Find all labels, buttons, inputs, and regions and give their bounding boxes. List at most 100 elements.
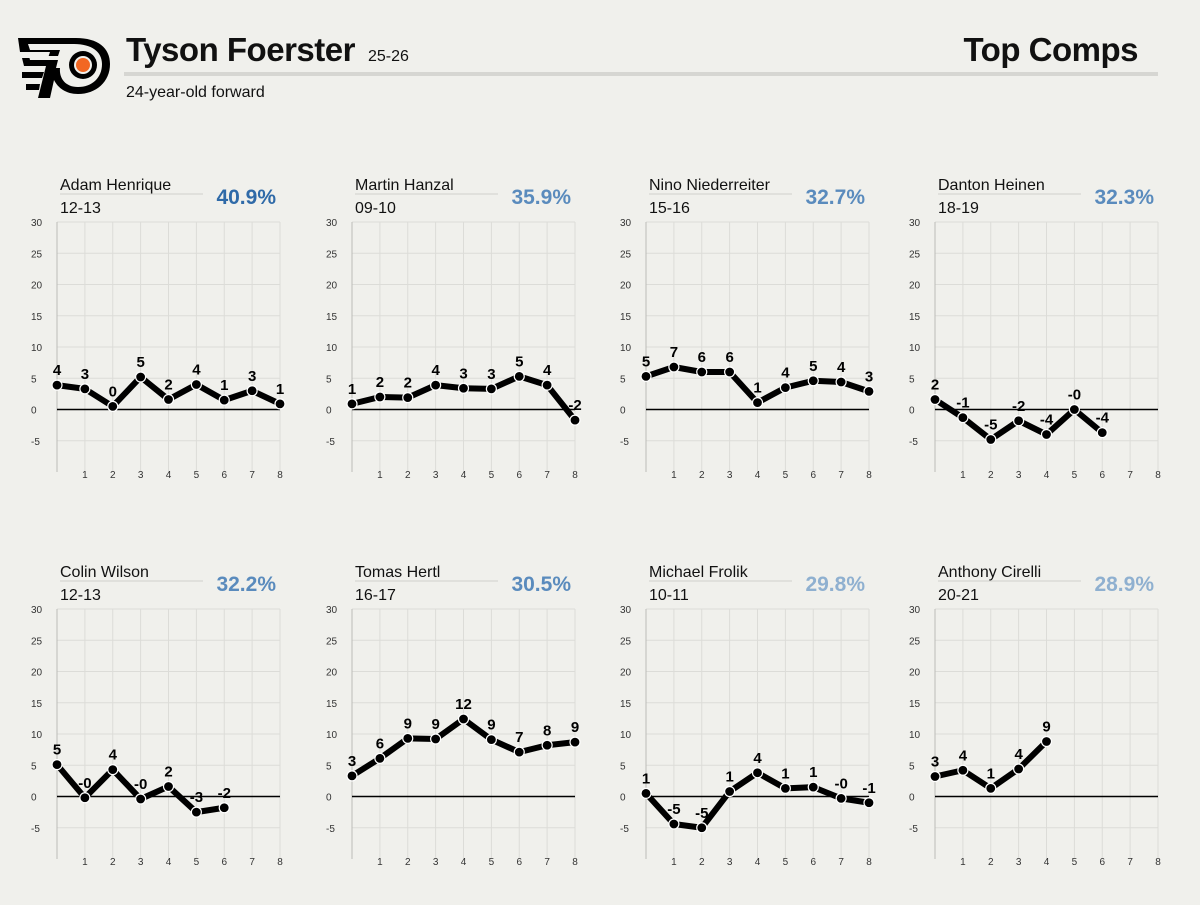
data-point [457, 382, 470, 394]
comp-similarity: 28.9% [1094, 573, 1154, 596]
comp-name: Tomas Hertl [355, 564, 440, 581]
comp-similarity: 32.2% [216, 573, 276, 596]
data-label: 3 [459, 365, 467, 382]
data-point [79, 792, 91, 804]
data-label: 4 [753, 750, 762, 767]
data-point [957, 764, 969, 776]
y-tick-label: 15 [31, 699, 43, 710]
data-point [162, 780, 175, 793]
data-point [485, 383, 497, 395]
data-point [402, 392, 414, 404]
data-label: -0 [834, 775, 847, 792]
x-tick-label: 2 [988, 470, 994, 481]
comp-season: 12-13 [60, 200, 101, 217]
x-tick-label: 6 [221, 470, 227, 481]
y-tick-label: 10 [31, 730, 43, 741]
data-point [190, 806, 202, 818]
data-label: 4 [837, 359, 846, 376]
y-tick-label: 25 [620, 636, 632, 647]
y-tick-label: 20 [326, 668, 338, 679]
data-label: 1 [725, 769, 733, 786]
x-tick-label: 6 [1099, 470, 1105, 481]
y-tick-label: 25 [326, 249, 338, 260]
comp-season: 10-11 [649, 587, 689, 604]
data-point [696, 822, 708, 834]
data-label: 1 [276, 381, 284, 398]
data-label: 4 [431, 362, 440, 379]
y-tick-label: 10 [326, 730, 338, 741]
data-point [218, 394, 230, 406]
data-point [430, 379, 442, 391]
data-label: -1 [862, 780, 875, 797]
y-tick-label: 25 [31, 249, 43, 260]
x-tick-label: 7 [249, 470, 255, 481]
y-tick-label: 0 [620, 406, 626, 417]
x-tick-label: 2 [699, 857, 705, 868]
data-label: 9 [487, 717, 495, 734]
data-point [985, 782, 997, 794]
data-label: 9 [1042, 719, 1050, 736]
data-label: 5 [136, 354, 144, 371]
data-point [640, 787, 652, 799]
x-tick-label: 3 [1016, 470, 1022, 481]
data-point [135, 371, 147, 383]
data-point [807, 781, 819, 793]
comp-name: Adam Henrique [60, 177, 171, 194]
x-tick-label: 3 [433, 857, 439, 868]
x-tick-label: 1 [377, 470, 383, 481]
x-tick-label: 1 [671, 470, 677, 481]
data-point [513, 746, 525, 758]
data-label: 9 [404, 715, 412, 732]
data-point [374, 391, 386, 403]
data-point [779, 782, 791, 794]
y-tick-label: -5 [31, 437, 40, 448]
data-label: 1 [642, 770, 650, 787]
data-label: 1 [809, 764, 817, 781]
x-tick-label: 8 [866, 470, 872, 481]
y-tick-label: 15 [326, 312, 338, 323]
y-tick-label: 0 [31, 793, 37, 804]
data-label: -5 [667, 801, 680, 818]
data-label: 9 [431, 716, 439, 733]
data-point [1068, 403, 1080, 416]
y-tick-label: 20 [909, 668, 921, 679]
comp-name: Nino Niederreiter [649, 177, 771, 194]
data-label: 3 [931, 754, 939, 771]
x-tick-label: 1 [960, 857, 966, 868]
y-tick-label: 10 [620, 730, 632, 741]
page-title: Top Comps [963, 31, 1138, 68]
y-tick-label: 30 [620, 218, 632, 229]
data-point [668, 818, 680, 830]
y-tick-label: -5 [909, 437, 918, 448]
x-tick-label: 8 [1155, 470, 1161, 481]
data-point [162, 393, 175, 406]
comp-similarity: 35.9% [511, 186, 571, 209]
data-point [863, 797, 875, 809]
y-tick-label: -5 [326, 437, 335, 448]
x-tick-label: 6 [516, 857, 522, 868]
data-point [724, 366, 736, 378]
y-tick-label: 10 [326, 343, 338, 354]
comp-name: Danton Heinen [938, 177, 1045, 194]
data-label: -4 [1040, 412, 1054, 429]
y-tick-label: 0 [909, 406, 915, 417]
y-tick-label: 20 [909, 281, 921, 292]
data-point [135, 793, 147, 805]
comp-similarity: 32.3% [1094, 186, 1154, 209]
data-label: 4 [781, 365, 790, 382]
y-tick-label: 20 [31, 668, 43, 679]
data-point [724, 785, 736, 798]
x-tick-label: 5 [489, 857, 495, 868]
x-tick-label: 3 [727, 470, 733, 481]
y-tick-label: 20 [31, 281, 43, 292]
y-tick-label: 25 [909, 249, 921, 260]
data-point [402, 732, 414, 744]
x-tick-label: 5 [194, 470, 200, 481]
data-label: 1 [781, 765, 789, 782]
y-tick-label: 10 [909, 343, 921, 354]
comp-similarity: 32.7% [805, 186, 865, 209]
